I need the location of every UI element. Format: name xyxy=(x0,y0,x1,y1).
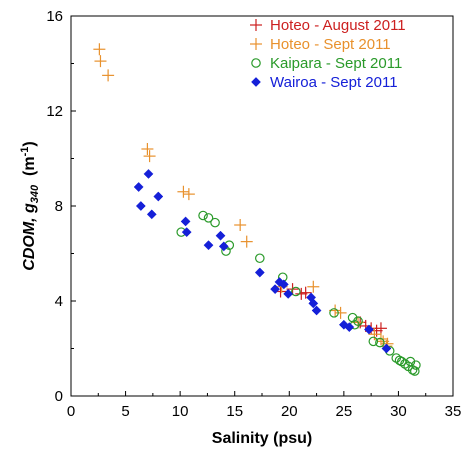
data-point xyxy=(329,304,342,317)
x-tick-label: 15 xyxy=(226,403,243,420)
y-axis-title-prefix: CDOM, xyxy=(21,213,38,271)
data-point xyxy=(177,185,190,198)
data-point xyxy=(143,150,156,163)
data-point xyxy=(411,360,421,370)
legend-marker xyxy=(251,58,261,68)
legend-marker xyxy=(250,19,262,31)
data-point xyxy=(182,188,195,201)
y-tick-label: 8 xyxy=(55,198,63,215)
data-point xyxy=(203,240,214,251)
data-point xyxy=(215,230,226,241)
data-point xyxy=(308,298,319,309)
legend-marker xyxy=(251,77,261,87)
data-point xyxy=(218,241,229,252)
x-tick-label: 10 xyxy=(172,403,189,420)
x-tick-label: 0 xyxy=(67,403,75,420)
data-point xyxy=(141,143,154,155)
data-point xyxy=(344,322,355,333)
data-point xyxy=(407,365,418,375)
data-point xyxy=(102,69,115,82)
data-point xyxy=(254,267,265,278)
x-tick-label: 20 xyxy=(281,403,298,420)
legend-item: Wairoa - Sept 2011 xyxy=(251,74,398,91)
plot-area-frame xyxy=(70,15,454,397)
y-tick-label: 4 xyxy=(55,293,63,310)
x-tick-label: 5 xyxy=(121,403,129,420)
data-point xyxy=(291,286,301,297)
legend-label: Wairoa - Sept 2011 xyxy=(270,74,398,91)
y-axis-title-var: g xyxy=(21,203,38,214)
data-point xyxy=(368,328,381,341)
data-point xyxy=(198,210,208,221)
data-point xyxy=(307,280,320,293)
data-point xyxy=(400,359,410,369)
legend-label: Hoteo - August 2011 xyxy=(270,17,406,34)
data-point xyxy=(409,366,420,376)
data-point xyxy=(203,213,214,223)
data-point xyxy=(299,286,312,299)
y-axis-title-subscript: 340 xyxy=(29,184,41,203)
y-tick-label: 0 xyxy=(55,388,63,405)
x-tick-label: 30 xyxy=(390,403,407,420)
x-axis-title: Salinity (psu) xyxy=(212,430,312,447)
data-point xyxy=(374,322,387,335)
x-tick-label: 25 xyxy=(336,403,353,420)
data-point xyxy=(210,217,220,228)
series-3 xyxy=(133,168,392,354)
axis-ticks: 0 5 10 15 20 25 30 35 0 4 8 12 16 xyxy=(46,8,461,420)
data-point xyxy=(283,288,294,299)
data-point xyxy=(94,55,107,68)
legend: Hoteo - August 2011 Hoteo - Sept 2011 Kaip… xyxy=(250,17,406,91)
data-point xyxy=(329,308,339,318)
data-point xyxy=(334,306,347,319)
data-point xyxy=(375,337,385,348)
data-point xyxy=(364,324,374,335)
data-point xyxy=(270,284,281,295)
series-2 xyxy=(176,210,421,376)
data-point xyxy=(311,305,322,316)
legend-item: Hoteo - August 2011 xyxy=(250,17,406,34)
x-tick-label: 35 xyxy=(445,403,462,420)
data-point xyxy=(143,168,154,179)
data-points-layer xyxy=(93,43,421,376)
data-point xyxy=(135,201,146,211)
data-point xyxy=(133,182,144,192)
data-point xyxy=(381,343,392,354)
data-point xyxy=(181,227,192,238)
y-axis-title-unit: (m xyxy=(21,156,38,184)
y-tick-label: 16 xyxy=(46,8,63,25)
y-axis-title: CDOM, g340 (m-1) xyxy=(19,141,41,270)
legend-marker xyxy=(250,38,262,50)
data-point xyxy=(153,191,164,202)
data-point xyxy=(278,279,289,290)
data-point xyxy=(353,316,363,326)
legend-item: Kaipara - Sept 2011 xyxy=(251,55,402,72)
data-point xyxy=(255,253,265,264)
legend-label: Kaipara - Sept 2011 xyxy=(270,55,402,72)
legend-item: Hoteo - Sept 2011 xyxy=(250,36,391,53)
data-point xyxy=(240,235,253,248)
y-axis-title-superscript: -1 xyxy=(19,147,31,157)
legend-label: Hoteo - Sept 2011 xyxy=(270,36,391,53)
data-point xyxy=(93,43,106,56)
data-point xyxy=(234,219,247,231)
data-point xyxy=(180,216,191,227)
y-tick-label: 12 xyxy=(46,103,63,120)
data-point xyxy=(146,209,157,220)
data-point xyxy=(368,336,379,347)
y-axis-title-unit-close: ) xyxy=(21,141,38,146)
